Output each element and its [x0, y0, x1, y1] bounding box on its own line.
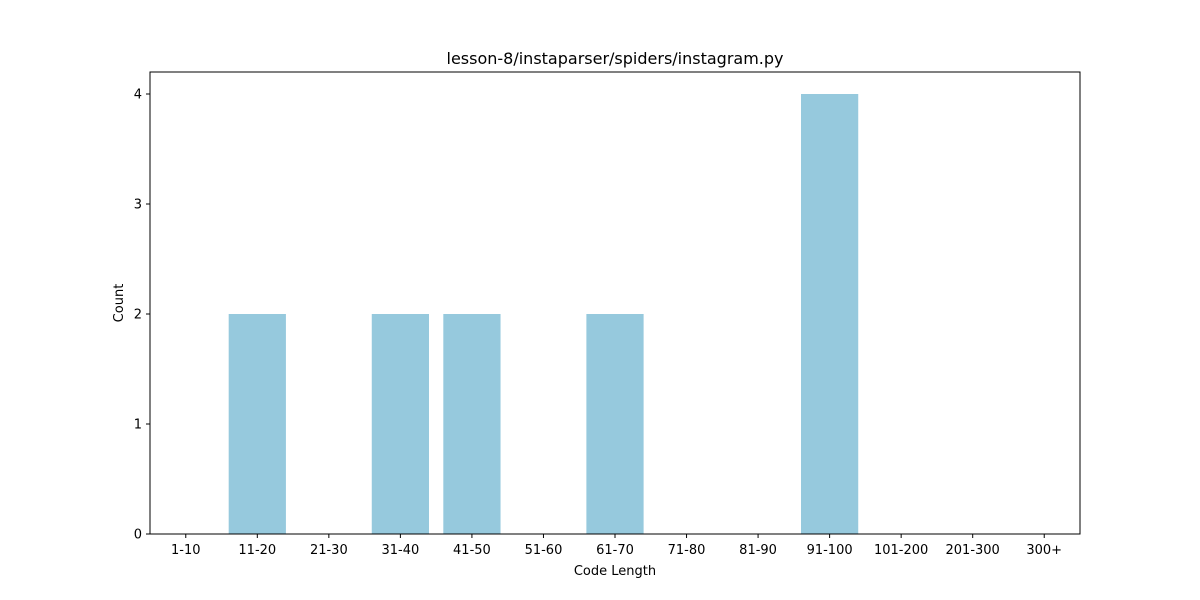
x-tick-label: 71-80 [668, 543, 706, 558]
x-tick-label: 41-50 [453, 543, 491, 558]
y-axis-ticks: 0 1 2 3 4 [134, 88, 150, 543]
x-tick-label: 300+ [1026, 543, 1062, 558]
x-tick-label: 81-90 [739, 543, 777, 558]
y-tick-label: 3 [134, 198, 142, 213]
x-axis-label: Code Length [574, 564, 656, 579]
bar-31-40 [371, 314, 429, 534]
x-tick-label: 11-20 [238, 543, 276, 558]
x-tick-label: 21-30 [310, 543, 348, 558]
x-tick-label: 101-200 [874, 543, 928, 558]
y-axis-label: Count [112, 284, 127, 323]
x-tick-label: 31-40 [381, 543, 419, 558]
x-tick-label: 51-60 [525, 543, 563, 558]
bar-61-70 [586, 314, 644, 534]
x-axis-ticks: 1-10 11-20 21-30 31-40 41-50 51-60 61-70 71-80 8… [171, 534, 1062, 558]
x-tick-label: 201-300 [946, 543, 1000, 558]
y-tick-label: 2 [134, 308, 142, 323]
bar-11-20 [228, 314, 286, 534]
y-tick-label: 0 [134, 528, 142, 543]
bars-group [228, 94, 859, 534]
y-tick-label: 4 [134, 88, 142, 103]
bar-41-50 [443, 314, 501, 534]
chart-title: lesson-8/instaparser/spiders/instagram.p… [447, 49, 784, 68]
bar-91-100 [801, 94, 859, 534]
x-tick-label: 61-70 [596, 543, 634, 558]
x-tick-label: 1-10 [171, 543, 201, 558]
y-tick-label: 1 [134, 418, 142, 433]
x-tick-label: 91-100 [807, 543, 853, 558]
